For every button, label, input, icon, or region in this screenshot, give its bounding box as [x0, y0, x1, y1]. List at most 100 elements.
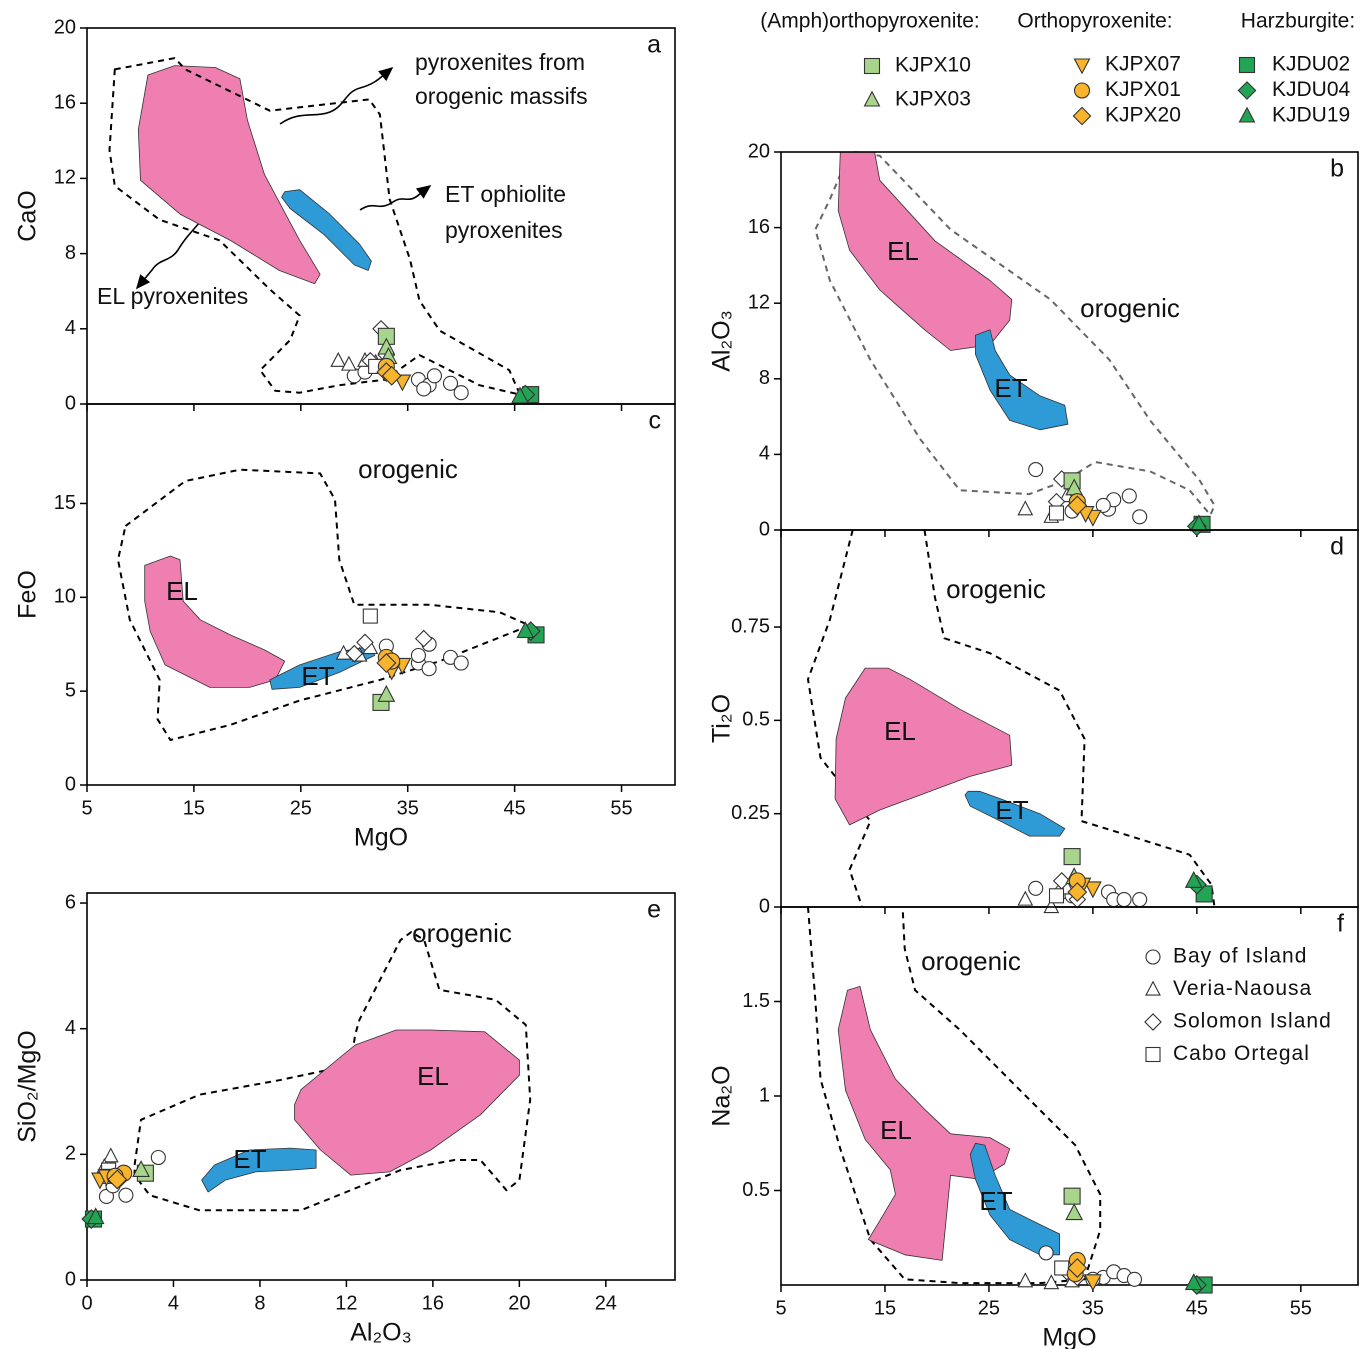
legend-entry: KJPX01 [1105, 78, 1181, 101]
x-tick-label: 25 [978, 1297, 1000, 1319]
sample-point [86, 1207, 105, 1225]
y-tick-label: 5 [65, 679, 76, 701]
reference-point [1028, 461, 1044, 478]
legend-entry: KJDU02 [1272, 53, 1350, 76]
annotation: EL pyroxenites [97, 283, 248, 309]
sample-point [381, 365, 402, 386]
reference-point [453, 385, 469, 401]
field-label: ET [995, 795, 1028, 825]
y-tick-label: 2 [65, 1143, 76, 1165]
y-tick-label: 16 [748, 216, 770, 238]
y-tick-label: 0.5 [742, 709, 770, 731]
field-outline [807, 529, 1216, 908]
legend-marker [1145, 1046, 1161, 1063]
y-tick-label: 12 [54, 167, 76, 189]
x-axis-label: MgO [354, 824, 408, 852]
field-area [201, 1147, 317, 1193]
y-tick-label: 0.5 [742, 1179, 770, 1201]
y-tick-label: 6 [65, 891, 76, 913]
x-tick-label: 55 [1290, 1297, 1312, 1319]
plot-frame [86, 892, 676, 1281]
sample-point [1065, 1203, 1084, 1221]
sample-point [1063, 848, 1081, 866]
y-tick-label: 4 [65, 1017, 76, 1039]
legend-entry: KJPX03 [895, 88, 971, 111]
field-outline [807, 906, 1102, 1285]
legend-marker [1237, 81, 1257, 100]
panel: 0 4 8 12 16 20 a CaO pyroxenites from orogenic ma… [14, 16, 676, 414]
reference-point [1054, 1260, 1070, 1276]
reference-point [426, 368, 443, 384]
y-tick-label: 16 [54, 91, 76, 113]
reference-point [414, 629, 433, 648]
sample-point [511, 386, 529, 404]
annotation: pyroxenites [445, 217, 563, 243]
field-label: orogenic [1080, 293, 1180, 323]
x-tick-label: 45 [1186, 1297, 1208, 1319]
x-tick-label: 16 [422, 1292, 444, 1314]
x-axis-label: Al₂O₃ [350, 1319, 412, 1347]
reference-point [150, 1149, 166, 1166]
field-area [837, 986, 1011, 1261]
reference-point [416, 381, 432, 397]
reference-point [362, 608, 378, 624]
y-tick-label: 15 [54, 492, 76, 514]
field-outline [117, 468, 531, 741]
sample-point [376, 653, 397, 673]
field-area [837, 151, 1013, 351]
reference-point [421, 661, 437, 677]
sample-point [1184, 870, 1203, 888]
reference-point [102, 1147, 119, 1163]
panel-label: d [1330, 533, 1344, 561]
y-tick-label: 8 [759, 367, 770, 389]
field-label: EL [166, 576, 198, 606]
y-tick-label: 0 [759, 518, 770, 540]
y-tick-label: 10 [54, 586, 76, 608]
reference-point [1048, 888, 1065, 904]
legend-entry: Veria-Naousa [1173, 977, 1312, 1000]
x-tick-label: 5 [775, 1297, 786, 1319]
reference-point [1132, 891, 1148, 908]
field-label: orogenic [412, 918, 512, 948]
x-tick-label: 15 [183, 797, 205, 819]
reference-point [410, 647, 426, 664]
legend-group-title: Orthopyroxenite: [1017, 10, 1172, 33]
sample-point [132, 1160, 150, 1178]
reference-point [1048, 505, 1065, 521]
x-tick-label: 15 [874, 1297, 896, 1319]
legend-marker [1145, 980, 1161, 996]
panel: orogenic EL ET 0.5 1 1.5 5 15 25 35 45 55 f MgO Na₂O [708, 906, 1359, 1349]
field-label: EL [417, 1061, 449, 1091]
x-tick-label: 35 [397, 797, 419, 819]
reference-point [356, 633, 374, 652]
legend-entry: KJPX10 [895, 54, 971, 77]
plot-frame [86, 403, 676, 786]
field-label: EL [887, 236, 919, 266]
annotation-arrow [279, 66, 394, 125]
reference-point [1116, 891, 1132, 908]
reference-point [453, 655, 469, 671]
panel: orogenic EL ET 0 0.25 0.5 0.75 d Ti₂O [708, 529, 1359, 917]
sample-point [107, 1169, 128, 1190]
field-label: ET [233, 1144, 266, 1174]
field-outline [133, 931, 532, 1212]
annotation: ET ophiolite [445, 181, 566, 207]
reference-point [1043, 1274, 1060, 1290]
field-label: ET [994, 373, 1027, 403]
reference-point [330, 351, 347, 367]
reference-point [1028, 880, 1044, 896]
y-tick-label: 1.5 [742, 990, 770, 1012]
panel-label: b [1330, 155, 1344, 183]
field-label: ET [979, 1186, 1012, 1216]
reference-point [1017, 1272, 1034, 1288]
field-area [294, 1029, 520, 1176]
y-axis-label: FeO [14, 570, 42, 619]
legend-group-title: Harzburgite: [1241, 10, 1355, 33]
panel-label: c [649, 407, 662, 435]
field-area [964, 790, 1066, 837]
panel: orogenic EL ET 0 4 8 12 16 20 b Al₂O₃ [708, 140, 1359, 540]
field-area [281, 189, 372, 271]
annotation-arrow [359, 185, 432, 211]
